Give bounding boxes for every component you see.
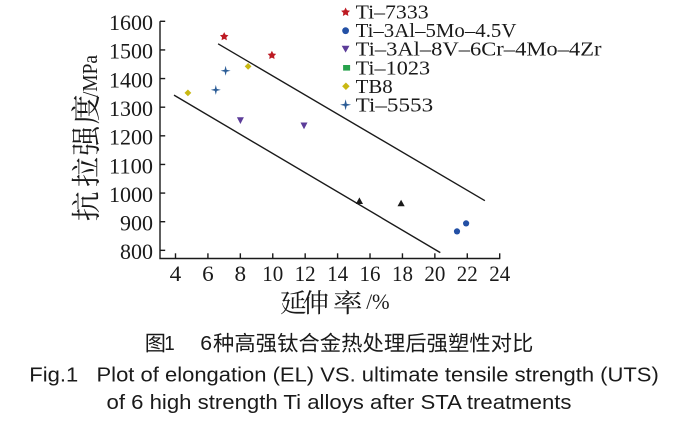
- svg-text:24: 24: [489, 261, 510, 286]
- svg-text:18: 18: [392, 261, 413, 286]
- svg-text:6: 6: [200, 333, 212, 355]
- svg-text:1200: 1200: [109, 125, 153, 150]
- svg-text:/%: /%: [366, 289, 390, 314]
- svg-text:6: 6: [202, 261, 214, 286]
- svg-text:Ti–1023: Ti–1023: [356, 58, 431, 79]
- svg-text:14: 14: [327, 261, 348, 286]
- svg-text:1600: 1600: [109, 10, 153, 35]
- svg-text:20: 20: [424, 261, 445, 286]
- svg-text:1: 1: [164, 333, 175, 355]
- svg-text:800: 800: [120, 239, 153, 264]
- svg-text:16: 16: [360, 261, 381, 286]
- svg-text:1500: 1500: [109, 39, 153, 64]
- svg-text:Ti–3Al–8V–6Cr–4Mo–4Zr: Ti–3Al–8V–6Cr–4Mo–4Zr: [356, 40, 602, 61]
- svg-text:10: 10: [262, 261, 283, 286]
- svg-text:8: 8: [235, 261, 247, 286]
- svg-text:Ti–7333: Ti–7333: [356, 3, 429, 24]
- svg-text:1400: 1400: [109, 67, 153, 92]
- svg-text:of 6 high strength Ti alloys a: of 6 high strength Ti alloys after STA t…: [107, 391, 572, 414]
- svg-text:Ti–3Al–5Mo–4.5V: Ti–3Al–5Mo–4.5V: [356, 21, 517, 42]
- svg-text:Fig.1 Plot of elongation (EL: Fig.1 Plot of elongation (EL) VS. ultima…: [29, 364, 659, 387]
- svg-text:22: 22: [457, 261, 478, 286]
- svg-text:1000: 1000: [109, 182, 153, 207]
- svg-text:/MPa: /MPa: [78, 54, 102, 97]
- svg-text:12: 12: [295, 261, 316, 286]
- svg-text:900: 900: [120, 211, 153, 236]
- svg-text:Ti–5553: Ti–5553: [356, 95, 434, 116]
- svg-text:1100: 1100: [109, 153, 153, 178]
- svg-text:4: 4: [170, 261, 182, 286]
- svg-text:1300: 1300: [109, 96, 153, 121]
- svg-text:TB8: TB8: [356, 77, 393, 98]
